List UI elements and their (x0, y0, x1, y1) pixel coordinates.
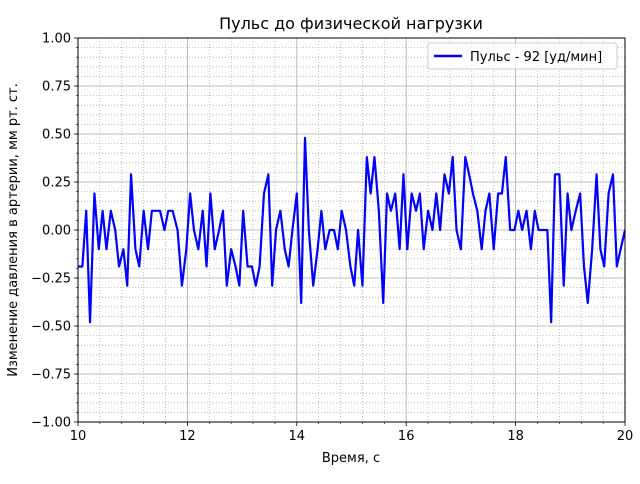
legend-entry-label: Пульс - 92 [уд/мин] (470, 50, 602, 65)
y-tick-label: −0.25 (31, 272, 71, 287)
y-tick-label: 0.75 (42, 80, 71, 95)
y-tick-label: 0.00 (42, 224, 71, 239)
x-axis-ticks: 10 12 14 16 18 20 (70, 422, 634, 444)
x-tick-label: 20 (617, 429, 634, 444)
y-tick-label: 1.00 (42, 32, 71, 47)
y-axis-ticks: −1.00 −0.75 −0.50 −0.25 0.00 0.25 0.50 0.75 1.00 (31, 32, 78, 431)
x-tick-label: 12 (179, 429, 196, 444)
x-tick-label: 10 (70, 429, 87, 444)
legend-box (427, 42, 618, 70)
x-tick-label: 18 (507, 429, 524, 444)
y-tick-label: 0.50 (42, 128, 71, 143)
y-tick-label: −0.50 (31, 320, 71, 335)
y-tick-label: −0.75 (31, 368, 71, 383)
y-axis-label: Изменение давления в артерии, мм рт. ст. (6, 83, 21, 377)
x-tick-label: 14 (289, 429, 306, 444)
x-axis-label: Время, с (322, 451, 380, 466)
series-layer (78, 136, 625, 324)
series-line-pulse (78, 136, 625, 324)
x-tick-label: 16 (398, 429, 415, 444)
legend: Пульс - 92 [уд/мин] (427, 42, 618, 70)
y-tick-label: 0.25 (42, 176, 71, 191)
chart-title: Пульс до физической нагрузки (219, 14, 483, 33)
y-tick-label: −1.00 (31, 416, 71, 431)
